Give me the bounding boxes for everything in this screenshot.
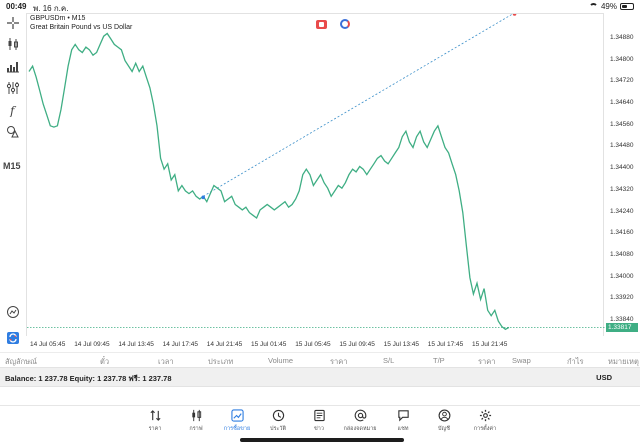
- time-tick: 15 Jul 01:45: [251, 341, 287, 348]
- price-tick: 1.34240: [610, 207, 634, 215]
- mailbox-icon: [354, 409, 366, 422]
- price-tick: 1.34160: [610, 229, 634, 237]
- chat-icon: [397, 410, 409, 422]
- time-scale: 14 Jul 05:45 14 Jul 09:45 14 Jul 13:45 14 J…: [26, 341, 604, 351]
- one-click-trading-icon[interactable]: [5, 331, 21, 345]
- price-tick: 1.34320: [610, 185, 634, 193]
- crosshair-icon[interactable]: [5, 16, 21, 30]
- status-bar: 00:49 พ. 16 ก.ค. 49%: [0, 0, 640, 13]
- col-volume: Volume: [268, 356, 294, 365]
- price-tick: 1.34480: [610, 142, 634, 150]
- quotes-icon: [149, 410, 161, 421]
- price-tick: 1.34720: [610, 77, 634, 85]
- nav-chart-label: กราฟ: [189, 426, 203, 432]
- history-icon: [272, 409, 284, 422]
- col-sl: S/L: [383, 356, 395, 365]
- nav-mailbox-label: กล่องจดหมาย: [343, 426, 377, 432]
- gear-icon: [479, 409, 491, 422]
- trade-levels-icon[interactable]: [5, 305, 21, 319]
- price-tick: 1.34000: [610, 272, 634, 280]
- svg-text:f: f: [9, 104, 17, 117]
- col-price-current: ราคา: [478, 357, 496, 366]
- price-line-series: [28, 32, 510, 331]
- wifi-icon: [588, 3, 598, 10]
- time-tick: 14 Jul 09:45: [74, 341, 110, 348]
- nav-accounts[interactable]: บัญชี: [426, 409, 462, 435]
- nav-settings-label: การตั้งค่า: [473, 426, 497, 432]
- col-ticket: ตั๋ว: [100, 357, 110, 366]
- nav-history-label: ประวัติ: [269, 426, 287, 432]
- battery-percent: 49%: [600, 2, 617, 11]
- price-chart[interactable]: [26, 13, 605, 337]
- objects-icon[interactable]: [5, 124, 21, 138]
- time-tick: 14 Jul 17:45: [162, 341, 199, 348]
- chart-canvas[interactable]: [27, 14, 605, 337]
- chart-icon: [191, 409, 201, 422]
- time-tick: 15 Jul 21:45: [472, 341, 508, 348]
- nav-news[interactable]: ข่าว: [301, 409, 337, 435]
- time-tick: 14 Jul 21:45: [206, 341, 243, 348]
- current-price-label: 1.33817: [606, 323, 638, 332]
- nav-quotes[interactable]: ราคา: [137, 409, 173, 435]
- nav-news-label: ข่าว: [314, 426, 324, 432]
- status-time: 00:49: [6, 2, 27, 11]
- nav-chart[interactable]: กราฟ: [178, 409, 214, 435]
- time-tick: 15 Jul 05:45: [295, 341, 331, 348]
- col-swap: Swap: [512, 356, 531, 365]
- chart-symbol-description: Great Britain Pound vs US Dollar: [30, 24, 133, 31]
- indicators-icon[interactable]: [5, 81, 21, 95]
- timeframe-label[interactable]: M15: [3, 161, 21, 171]
- time-tick: 15 Jul 09:45: [339, 341, 375, 348]
- time-tick: 14 Jul 05:45: [30, 341, 66, 348]
- status-right: 49%: [588, 2, 634, 11]
- nav-quotes-label: ราคา: [148, 426, 162, 432]
- col-profit: กำไร: [567, 357, 584, 366]
- price-tick: 1.33840: [610, 316, 634, 324]
- price-tick: 1.34640: [610, 99, 634, 107]
- trade-icon: [230, 409, 244, 422]
- chart-toolbar: f M15: [0, 13, 26, 355]
- nav-settings[interactable]: การตั้งค่า: [467, 409, 503, 435]
- price-tick: 1.34400: [610, 164, 634, 172]
- price-tick: 1.34560: [610, 120, 634, 128]
- bar-chart-icon[interactable]: [5, 59, 21, 73]
- balance-bar[interactable]: Balance: 1 237.78 Equity: 1 237.78 ฟรี: …: [0, 367, 640, 387]
- trade-columns-header: สัญลักษณ์ ตั๋ว เวลา ประเภท Volume ราคา S…: [0, 352, 640, 366]
- nav-history[interactable]: ประวัติ: [260, 409, 296, 435]
- nav-mailbox[interactable]: กล่องจดหมาย: [342, 409, 378, 435]
- nav-chat-label: แชท: [397, 426, 409, 432]
- nav-chat[interactable]: แชท: [385, 409, 421, 435]
- chart-sync-icon[interactable]: [340, 19, 350, 29]
- home-indicator: [240, 438, 404, 442]
- time-tick: 15 Jul 13:45: [383, 341, 420, 348]
- time-tick: 15 Jul 17:45: [427, 341, 464, 348]
- price-tick: 1.34800: [610, 55, 634, 63]
- nav-trade[interactable]: การซื้อขาย: [219, 409, 255, 435]
- col-type: ประเภท: [208, 357, 234, 366]
- candlestick-icon[interactable]: [5, 37, 21, 51]
- balance-text: Balance: 1 237.78 Equity: 1 237.78 ฟรี: …: [5, 374, 172, 383]
- chart-symbol: GBPUSDm • M15: [30, 15, 86, 22]
- col-comment: หมายเหตุ: [608, 357, 639, 366]
- nav-trade-label: การซื้อขาย: [223, 426, 251, 432]
- col-tp: T/P: [433, 356, 445, 365]
- accounts-icon: [438, 409, 450, 422]
- price-scale: 1.34880 1.34800 1.34720 1.34640 1.34560 1.344…: [604, 13, 640, 353]
- battery-icon: [620, 3, 634, 10]
- col-price-open: ราคา: [330, 357, 348, 366]
- time-tick: 14 Jul 13:45: [118, 341, 154, 348]
- status-date: พ. 16 ก.ค.: [33, 4, 69, 13]
- price-tick: 1.34880: [610, 33, 634, 41]
- entry-marker: [201, 195, 206, 200]
- price-tick: 1.33920: [610, 294, 634, 302]
- news-icon: [313, 409, 325, 422]
- price-tick: 1.34080: [610, 251, 634, 259]
- col-time: เวลา: [158, 357, 174, 366]
- balance-currency: USD: [596, 373, 612, 382]
- sell-quick-button[interactable]: [316, 20, 327, 29]
- col-symbol: สัญลักษณ์: [5, 357, 38, 366]
- exit-marker: [512, 14, 517, 16]
- nav-accounts-label: บัญชี: [438, 426, 450, 432]
- function-icon[interactable]: f: [5, 103, 21, 117]
